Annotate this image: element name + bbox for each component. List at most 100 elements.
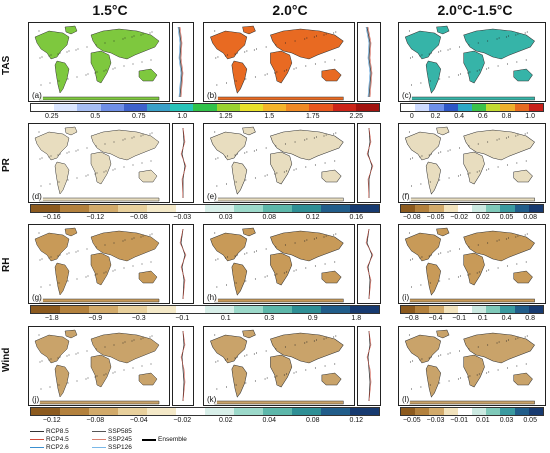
colorbar-tick-label: −0.9 [88, 315, 103, 322]
significance-dot [295, 371, 297, 373]
continent-shape [210, 334, 248, 364]
significance-dot [246, 151, 248, 153]
significance-dot [467, 72, 469, 74]
colorbar-tick-label: 0.01 [476, 417, 490, 424]
significance-dot [306, 37, 308, 39]
continent-shape [38, 298, 160, 303]
continent-shape [425, 262, 441, 296]
continent-shape [38, 400, 160, 405]
colorbar-segment [443, 104, 458, 111]
significance-dot [58, 80, 60, 82]
continent-shape [270, 151, 293, 185]
world-map [399, 23, 545, 101]
colorbar-tick-label: 1.5 [264, 113, 275, 120]
significance-dot [283, 171, 285, 173]
colorbar-segment [31, 306, 60, 313]
significance-dot [112, 372, 114, 374]
significance-dot [39, 158, 41, 160]
significance-dot [295, 269, 297, 271]
colorbar-segment [429, 104, 444, 111]
significance-dot [216, 84, 218, 86]
colorbar-segment [118, 408, 147, 415]
continent-shape [231, 161, 248, 195]
significance-dot [87, 275, 89, 277]
significance-dot [255, 48, 258, 50]
legend-swatch [30, 447, 44, 448]
significance-dot [122, 139, 124, 141]
continent-shape [463, 151, 485, 185]
significance-dot [410, 185, 413, 187]
significance-dot [214, 232, 216, 234]
significance-dot [57, 53, 59, 55]
significance-dot [439, 78, 441, 80]
significance-dot [488, 67, 490, 69]
continent-shape [463, 252, 485, 286]
significance-dot [266, 275, 268, 277]
continent-shape [404, 131, 442, 161]
colorbar-rh-main [30, 305, 380, 314]
colorbar-segment [457, 408, 473, 415]
colorbar-tick-label: −0.12 [42, 417, 61, 424]
significance-dot [41, 360, 43, 362]
significance-dot [234, 154, 236, 156]
significance-dot [507, 35, 510, 37]
significance-dot [467, 173, 469, 175]
significance-dot [95, 44, 97, 46]
significance-dot [457, 175, 459, 177]
significance-dot [122, 342, 124, 344]
colorbar-tick-label: −0.04 [129, 417, 148, 424]
significance-dot [274, 376, 276, 378]
significance-dot [467, 274, 469, 276]
colorbar-segment [147, 104, 171, 111]
significance-dot [133, 136, 135, 138]
map-panel-k: (k) [203, 326, 355, 406]
significance-dot [114, 371, 116, 373]
significance-dot [124, 138, 126, 140]
map-panel-f: (f) [398, 123, 546, 203]
colorbar-segment [89, 205, 118, 212]
significance-dot [487, 40, 489, 42]
significance-dot [428, 154, 430, 156]
significance-dot [334, 59, 336, 61]
significance-dot [274, 173, 276, 175]
significance-dot [525, 59, 527, 61]
significance-dot [325, 134, 327, 136]
significance-dot [276, 71, 278, 73]
continent-shape [214, 400, 344, 405]
significance-dot [40, 388, 42, 390]
significance-dot [438, 355, 440, 357]
significance-dot [133, 35, 135, 37]
colorbar-segment [263, 306, 292, 313]
significance-dot [103, 272, 105, 274]
significance-dot [94, 274, 96, 276]
significance-dot [438, 152, 440, 154]
significance-dot [75, 353, 77, 355]
colorbar-tick-label: 0.05 [523, 417, 537, 424]
significance-dot [215, 259, 217, 261]
significance-dot [430, 254, 432, 256]
significance-dot [50, 358, 52, 360]
significance-dot [420, 386, 422, 388]
map-panel-c: (c) [398, 22, 546, 102]
colorbar-tick-label: 0.08 [262, 214, 277, 221]
significance-dot [517, 134, 519, 136]
legend-item-ssp585: SSP585 [92, 428, 132, 435]
colorbar-segment [415, 306, 430, 313]
continent-shape [409, 197, 535, 202]
significance-dot [234, 255, 236, 257]
continent-shape [436, 126, 450, 136]
colorbar-segment [170, 104, 194, 111]
colorbar-segment [514, 306, 529, 313]
significance-dot [59, 356, 61, 358]
significance-dot [246, 50, 248, 52]
significance-dot [253, 353, 255, 355]
colorbar-segment [528, 408, 544, 415]
significance-dot [275, 348, 277, 350]
significance-dot [234, 53, 236, 55]
colorbar-tick-label: 1.0 [177, 113, 188, 120]
significance-dot [448, 278, 450, 280]
significance-dot [215, 158, 217, 160]
significance-dot [57, 357, 59, 359]
significance-dot [476, 272, 478, 274]
significance-dot [253, 150, 255, 152]
